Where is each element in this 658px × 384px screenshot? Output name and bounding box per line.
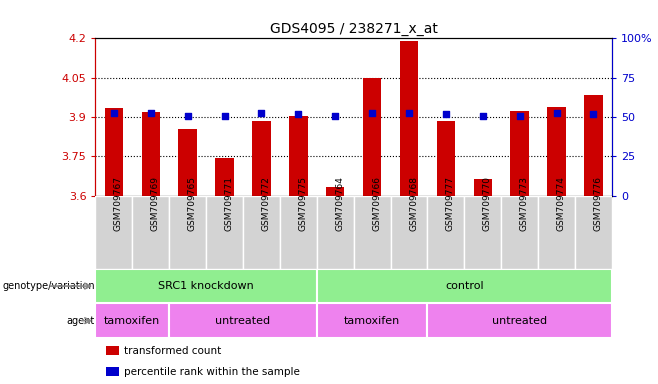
Text: genotype/variation: genotype/variation [2, 281, 95, 291]
Text: GSM709770: GSM709770 [483, 175, 492, 231]
Text: SRC1 knockdown: SRC1 knockdown [158, 281, 254, 291]
Text: GSM709774: GSM709774 [557, 176, 566, 230]
Bar [575, 196, 612, 269]
Point [551, 110, 562, 116]
Bar [289, 116, 307, 196]
Bar [538, 196, 575, 269]
Bar [584, 95, 603, 196]
Bar [316, 303, 428, 338]
Bar [106, 346, 118, 356]
Point [219, 113, 230, 119]
Point [478, 113, 488, 119]
Point [588, 111, 599, 118]
Point [145, 110, 156, 116]
Bar [428, 303, 612, 338]
Point [367, 110, 378, 116]
Bar [95, 303, 169, 338]
Bar [215, 158, 234, 196]
Bar [169, 303, 316, 338]
Bar [243, 196, 280, 269]
Point [182, 113, 193, 119]
Text: GSM709765: GSM709765 [188, 175, 197, 231]
Bar [178, 129, 197, 196]
Bar [428, 196, 465, 269]
Text: GSM709772: GSM709772 [261, 176, 270, 230]
Bar [547, 107, 566, 196]
Bar [169, 196, 206, 269]
Bar [105, 108, 123, 196]
Bar [280, 196, 316, 269]
Bar [501, 196, 538, 269]
Bar [141, 112, 160, 196]
Text: untreated: untreated [215, 316, 270, 326]
Text: tamoxifen: tamoxifen [104, 316, 161, 326]
Text: control: control [445, 281, 484, 291]
Text: GSM709773: GSM709773 [520, 175, 528, 231]
Bar [95, 269, 316, 303]
Bar [511, 111, 529, 196]
Bar [316, 196, 354, 269]
Text: percentile rank within the sample: percentile rank within the sample [124, 367, 299, 377]
Bar [206, 196, 243, 269]
Text: GSM709775: GSM709775 [298, 175, 307, 231]
Bar [354, 196, 391, 269]
Bar [326, 187, 344, 196]
Text: GSM709764: GSM709764 [335, 176, 344, 230]
Text: GSM709769: GSM709769 [151, 175, 160, 231]
Bar [252, 121, 270, 196]
Bar [437, 121, 455, 196]
Bar [106, 367, 118, 376]
Point [441, 111, 451, 118]
Point [293, 111, 303, 118]
Text: untreated: untreated [492, 316, 547, 326]
Point [404, 110, 415, 116]
Bar [391, 196, 428, 269]
Point [330, 113, 340, 119]
Bar [363, 78, 382, 196]
Text: GSM709771: GSM709771 [224, 175, 234, 231]
Bar [465, 196, 501, 269]
Bar [474, 179, 492, 196]
Point [515, 113, 525, 119]
Text: GSM709776: GSM709776 [594, 175, 603, 231]
Text: GSM709768: GSM709768 [409, 175, 418, 231]
Point [256, 110, 266, 116]
Text: transformed count: transformed count [124, 346, 221, 356]
Text: GSM709777: GSM709777 [446, 175, 455, 231]
Text: agent: agent [66, 316, 95, 326]
Text: GSM709767: GSM709767 [114, 175, 123, 231]
Bar [132, 196, 169, 269]
Bar [400, 41, 418, 196]
Bar [316, 269, 612, 303]
Text: GSM709766: GSM709766 [372, 175, 381, 231]
Title: GDS4095 / 238271_x_at: GDS4095 / 238271_x_at [270, 22, 438, 36]
Bar [95, 196, 132, 269]
Text: tamoxifen: tamoxifen [344, 316, 400, 326]
Point [109, 110, 119, 116]
